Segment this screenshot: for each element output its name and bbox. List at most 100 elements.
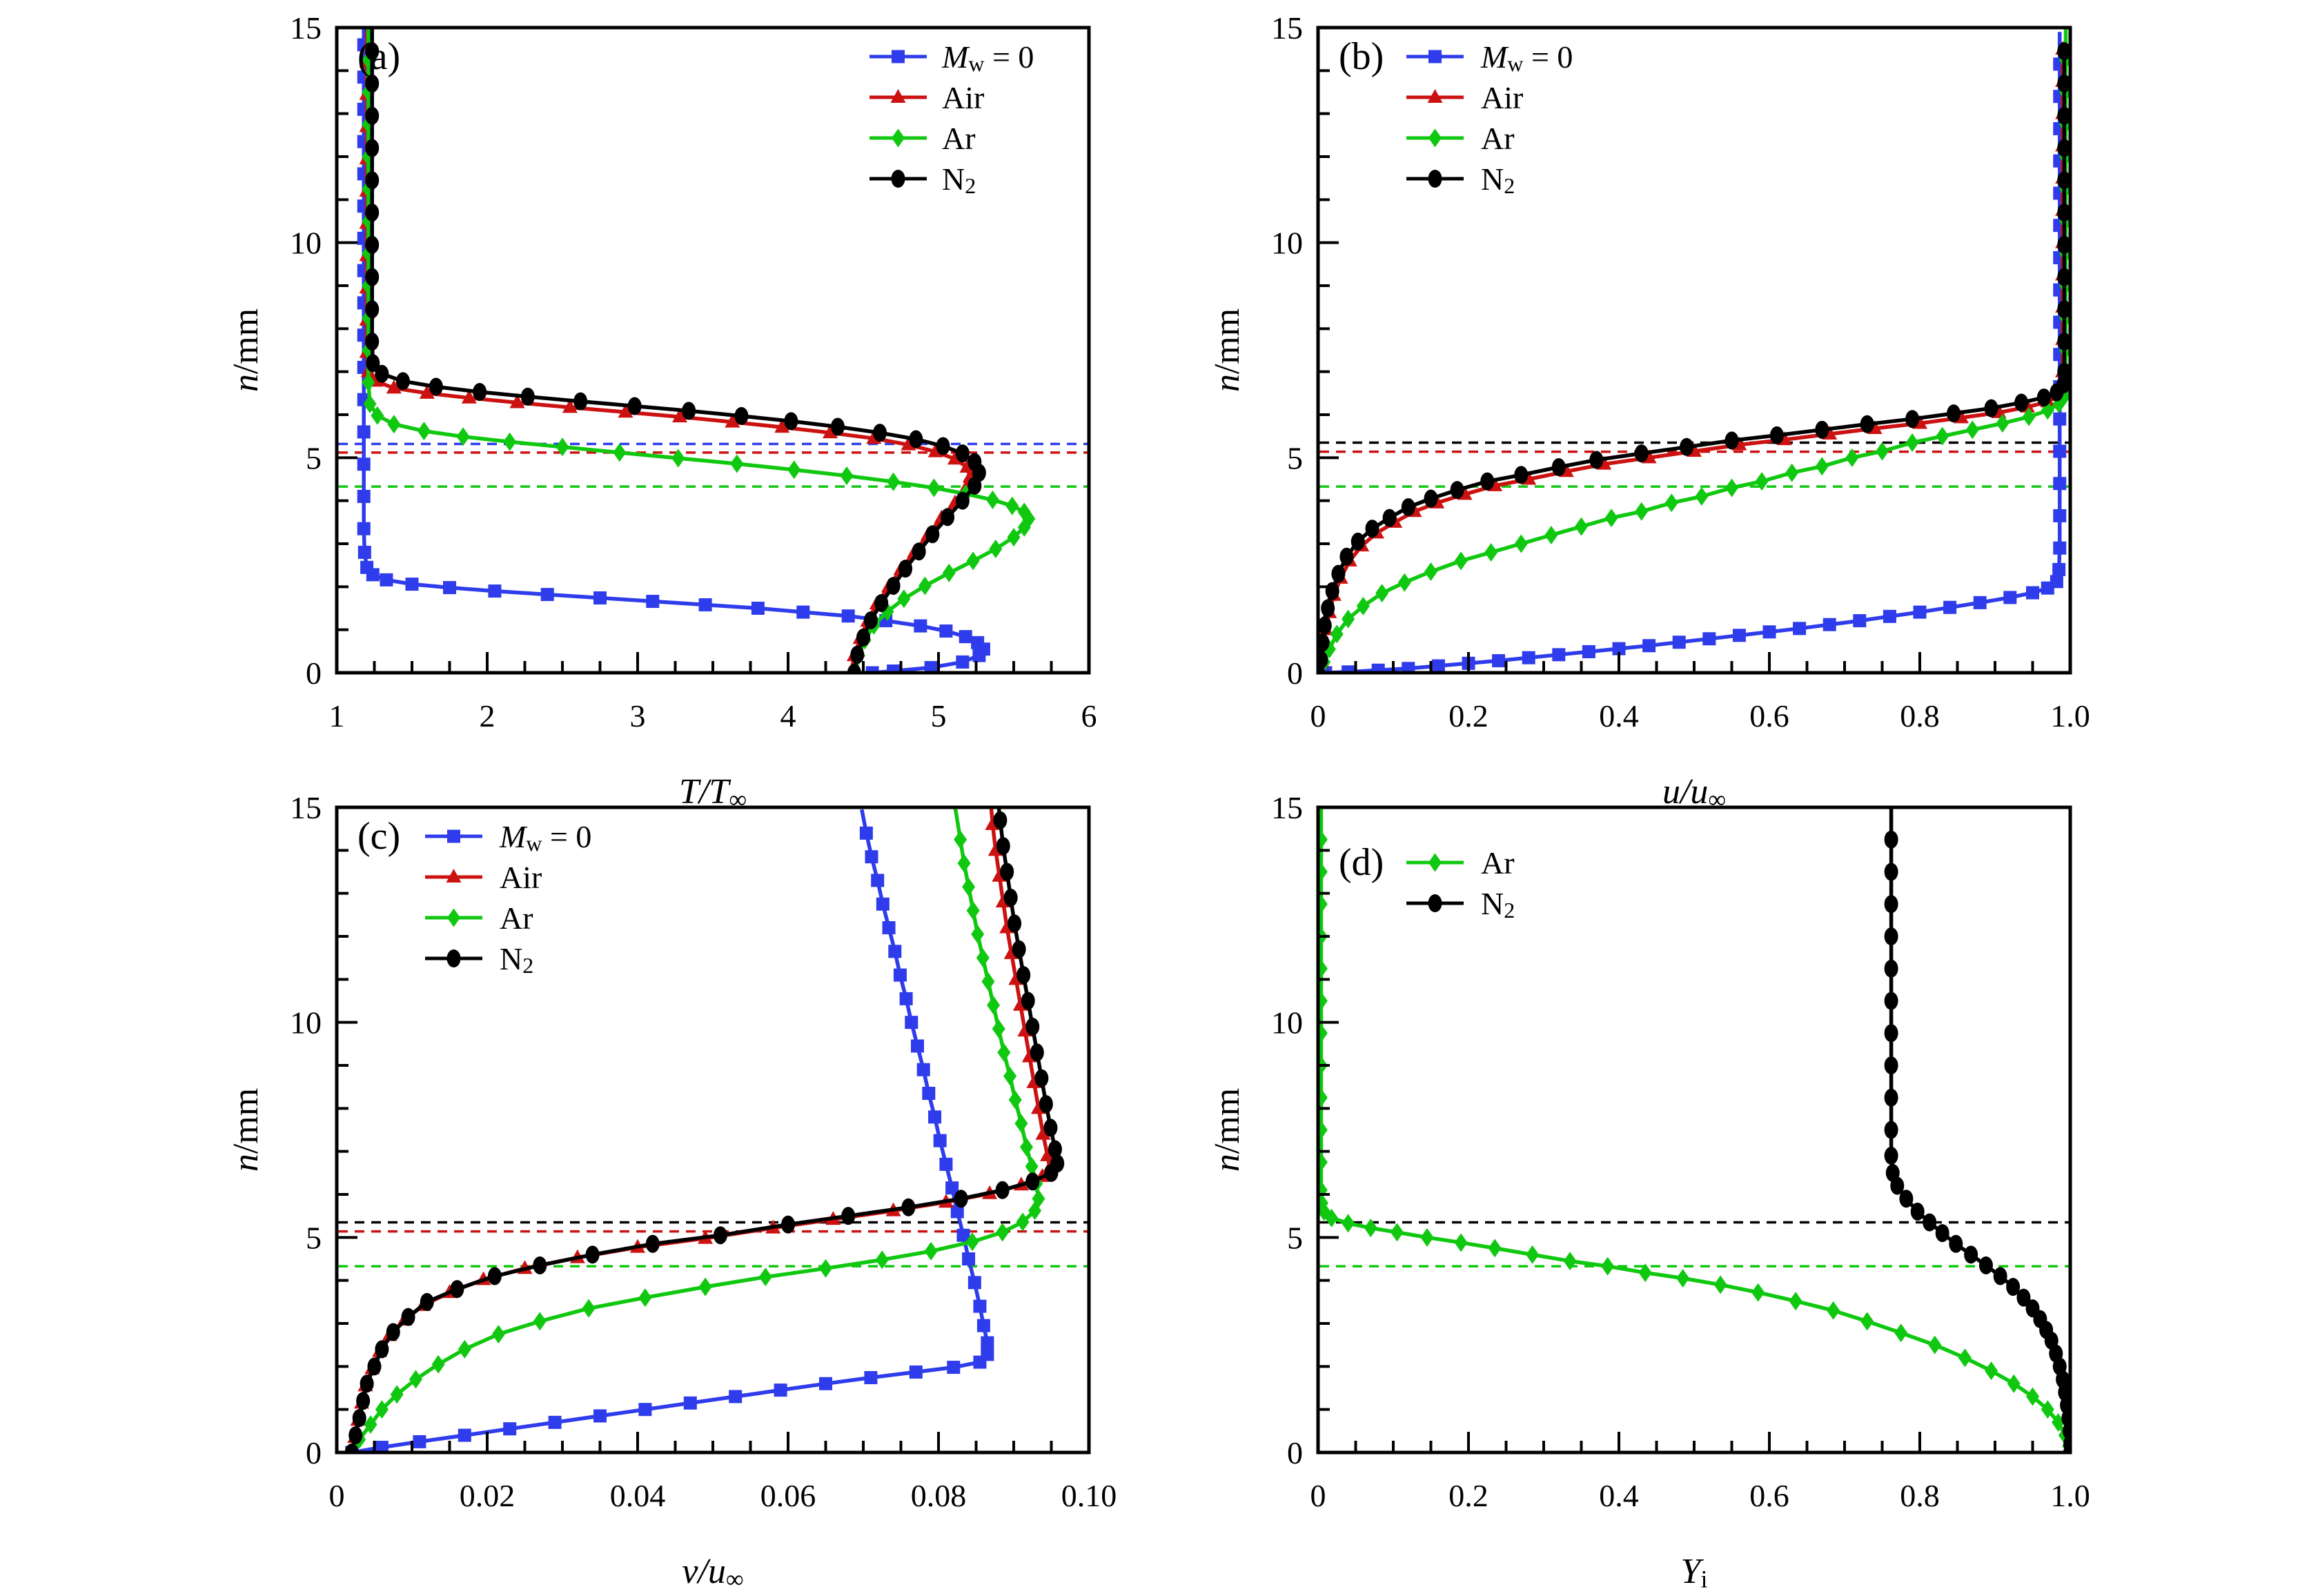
marker-diamond-icon [1390, 1223, 1404, 1242]
marker-diamond-icon [1713, 1275, 1727, 1294]
marker-circle-icon [573, 392, 588, 411]
marker-circle-icon [1382, 509, 1397, 527]
x-axis-label: Yi [1681, 1552, 1708, 1593]
legend-label-mw0: Mw = 0 [499, 819, 591, 856]
marker-circle-icon [520, 387, 535, 406]
marker-circle-icon [856, 628, 870, 647]
marker-square-icon [729, 1390, 743, 1403]
marker-square-icon [972, 649, 986, 662]
x-tick-label: 0.06 [760, 1478, 816, 1513]
legend-item-mw0: Mw = 0 [1406, 39, 1573, 76]
series-ar-markers [1319, 830, 2069, 1451]
marker-triangle-icon [618, 404, 633, 418]
y-tick-label: 0 [306, 1435, 322, 1470]
marker-diamond-icon [1325, 1208, 1339, 1228]
marker-diamond-icon [671, 449, 685, 468]
marker-square-icon [1702, 632, 1716, 646]
marker-circle-icon [1884, 830, 1898, 849]
marker-circle-icon [365, 268, 380, 286]
marker-circle-icon [898, 560, 913, 578]
marker-diamond-icon [447, 908, 460, 927]
marker-circle-icon [1984, 399, 1998, 417]
marker-circle-icon [473, 382, 487, 401]
marker-circle-icon [886, 577, 901, 595]
marker-circle-icon [2057, 268, 2069, 286]
marker-diamond-icon [1985, 1361, 1998, 1381]
marker-square-icon [1428, 50, 1442, 63]
y-tick-label: 5 [1287, 1220, 1303, 1255]
marker-diamond-icon [1928, 1335, 1942, 1354]
marker-square-icon [956, 655, 970, 669]
marker-circle-icon [1350, 532, 1365, 551]
marker-square-icon [819, 1377, 832, 1390]
marker-square-icon [1883, 609, 1896, 623]
legend-label-ar: Ar [1481, 845, 1515, 880]
marker-circle-icon [1319, 633, 1330, 652]
marker-circle-icon [1884, 959, 1898, 978]
marker-circle-icon [375, 1340, 389, 1359]
marker-circle-icon [487, 1267, 502, 1285]
marker-circle-icon [395, 372, 410, 391]
marker-diamond-icon [1905, 433, 1919, 453]
x-tick-label: 0.4 [1599, 1478, 1639, 1513]
marker-circle-icon [1365, 520, 1379, 538]
marker-circle-icon [2014, 393, 2029, 412]
marker-circle-icon [891, 170, 905, 188]
marker-circle-icon [645, 1234, 660, 1253]
dashed-reference-lines [1319, 441, 2069, 488]
marker-diamond-icon [1319, 1152, 1328, 1172]
marker-square-icon [357, 457, 371, 471]
marker-diamond-icon [924, 1241, 938, 1261]
marker-square-icon [973, 1299, 987, 1313]
legend-item-air: Air [1406, 80, 1523, 115]
marker-square-icon [357, 545, 371, 559]
marker-diamond-icon [962, 877, 976, 896]
y-axis-label: n/mm [1208, 308, 1247, 392]
series-mw0-line [1325, 32, 2062, 671]
marker-circle-icon [847, 664, 861, 671]
marker-circle-icon [1993, 1267, 2007, 1285]
marker-diamond-icon [840, 466, 854, 486]
marker-circle-icon [1480, 472, 1495, 491]
marker-circle-icon [863, 611, 878, 629]
marker-square-icon [683, 1396, 697, 1410]
marker-triangle-icon [774, 419, 790, 433]
marker-circle-icon [1923, 1213, 1937, 1232]
marker-circle-icon [2057, 204, 2069, 222]
axis-ticks [1318, 849, 2034, 1452]
marker-diamond-icon [2041, 1400, 2054, 1419]
series-n2-markers [365, 42, 986, 671]
marker-square-icon [933, 1134, 947, 1147]
marker-diamond-icon [1319, 1088, 1328, 1107]
marker-square-icon [488, 584, 502, 598]
marker-circle-icon [955, 491, 970, 510]
axis-ticks [1318, 69, 2034, 673]
marker-circle-icon [429, 377, 443, 396]
marker-diamond-icon [1638, 1263, 1652, 1282]
marker-circle-icon [365, 171, 380, 190]
marker-diamond-icon [996, 1223, 1010, 1242]
marker-circle-icon [872, 424, 887, 442]
marker-circle-icon [1319, 651, 1328, 669]
marker-square-icon [967, 1276, 981, 1290]
series-ar-markers [1319, 50, 2069, 671]
marker-diamond-icon [1025, 1156, 1039, 1176]
series-group [344, 809, 1065, 1451]
marker-diamond-icon [1342, 609, 1355, 629]
x-tick-label: 2 [480, 698, 495, 733]
marker-square-icon [956, 1228, 970, 1242]
marker-diamond-icon [887, 472, 901, 491]
x-tick-label: 1.0 [2050, 698, 2090, 733]
x-tick-label: 3 [630, 698, 646, 733]
marker-circle-icon [365, 106, 380, 125]
marker-circle-icon [1034, 1069, 1049, 1087]
marker-square-icon [899, 992, 913, 1005]
marker-diamond-icon [992, 1019, 1005, 1038]
marker-diamond-icon [1319, 1202, 1331, 1221]
marker-diamond-icon [1017, 518, 1031, 537]
marker-square-icon [405, 578, 419, 591]
marker-circle-icon [365, 139, 380, 157]
marker-square-icon [871, 874, 885, 887]
